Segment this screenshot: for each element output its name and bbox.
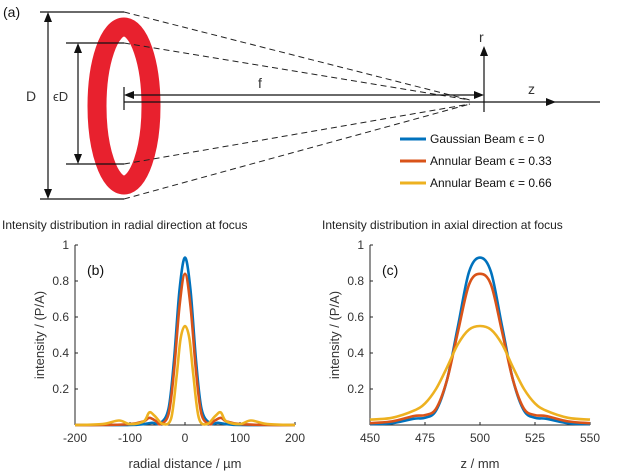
plot-c-ylabel: intensity / (P/A) [327,291,342,379]
plot-c-xtick-label-1: 475 [415,431,435,445]
annular-ring [87,17,161,195]
plot-b-xtick-label-3: 100 [230,431,250,445]
plot-c-ytick-label-1: 0.4 [347,346,364,360]
plot-b-ytick-label-0: 0.2 [52,382,69,396]
plot-c-xtick-label-2: 500 [470,431,490,445]
plot-c-title: Intensity distribution in axial directio… [322,218,563,232]
plot-b-xtick-label-1: -100 [118,431,142,445]
ray-outer-bottom [123,103,471,200]
plot-b-xtick-label-0: -200 [63,431,87,445]
plot-b-title: Intensity distribution in radial directi… [2,218,247,232]
plot-b-ytick-label-4: 1 [62,238,69,252]
ray-inner-top [123,42,471,101]
dim-d-arrowhead-bottom [44,189,52,199]
label-ed: ϵD [53,89,68,104]
plot-b-ytick-label-1: 0.4 [52,346,69,360]
plot-b-ytick-label-3: 0.8 [52,274,69,288]
label-d: D [26,88,36,104]
label-z: z [528,81,535,97]
plot-c-ytick-label-4: 1 [357,238,364,252]
label-r: r [479,29,484,45]
ray-outer-top [123,11,471,101]
z-axis-arrowhead [546,98,556,106]
plot-b-xtick-label-4: 200 [285,431,305,445]
plot-b-panel-label: (b) [87,262,104,278]
legend-label-0: Gaussian Beam ϵ = 0 [430,132,545,146]
plot-c-ytick-label-2: 0.6 [347,310,364,324]
ray-inner-bottom [123,103,471,165]
plot-b-ylabel: intensity / (P/A) [32,291,47,379]
plot-c-xtick-label-0: 450 [360,431,380,445]
plot-c-series-2 [369,324,591,421]
legend: Gaussian Beam ϵ = 0 Annular Beam ϵ = 0.3… [400,132,552,190]
plot-c-xlabel: z / mm [461,456,500,471]
plot-c-ytick-label-0: 0.2 [347,382,364,396]
focal-arrowhead-right [474,91,484,99]
plot-b-series-0 [74,256,295,427]
plot-b-series-1 [74,272,296,427]
label-f: f [258,75,262,91]
plot-b-ytick-label-2: 0.6 [52,310,69,324]
plot-c-series-0 [369,256,591,426]
dim-ed-arrowhead-top [74,43,82,53]
axial-intensity-plot: Intensity distribution in axial directio… [322,218,600,471]
plot-c-series-1 [369,272,591,425]
r-axis-arrowhead [480,46,488,56]
panel-label-a: (a) [3,4,20,20]
plot-b-series-2 [74,324,296,427]
plot-c-xtick-label-4: 550 [580,431,600,445]
focal-arrowhead-left [124,91,134,99]
plot-b-xlabel: radial distance / µm [129,456,242,471]
legend-label-2: Annular Beam ϵ = 0.66 [430,176,552,190]
dim-ed-arrowhead-bottom [74,154,82,164]
radial-intensity-plot: Intensity distribution in radial directi… [2,218,305,471]
schematic-panel: (a) D ϵD f r z [3,4,600,200]
plot-c-ytick-label-3: 0.8 [347,274,364,288]
plot-c-panel-label: (c) [382,262,398,278]
plot-b-xtick-label-2: 0 [182,431,189,445]
legend-label-1: Annular Beam ϵ = 0.33 [430,154,552,168]
dim-d-arrowhead-top [44,12,52,22]
plot-c-xtick-label-3: 525 [525,431,545,445]
